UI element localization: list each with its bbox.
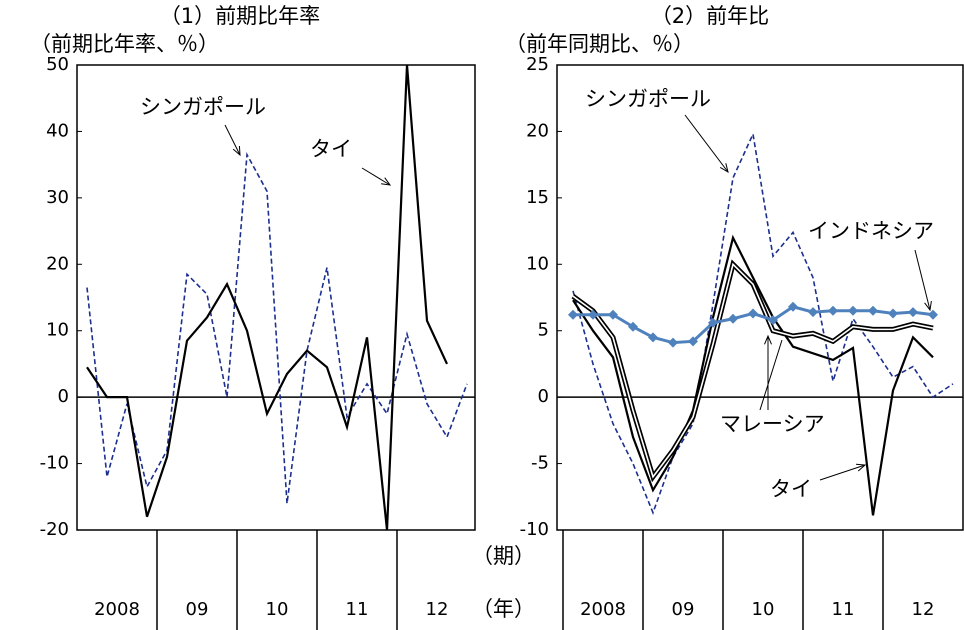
y-tick-label: 20 — [46, 253, 69, 274]
y-tick-label: 50 — [46, 54, 69, 75]
y-tick-label: 20 — [526, 120, 549, 141]
marker — [688, 336, 698, 347]
x-tick-label: 09 — [672, 599, 695, 620]
marker — [888, 308, 898, 319]
y-tick-label: -5 — [531, 453, 549, 474]
chart-title: （2）前年比 — [651, 4, 769, 28]
y-tick-label: 0 — [58, 386, 69, 407]
chart-title: （1）前期比年率 — [160, 4, 320, 28]
annotation-arrow — [361, 167, 391, 186]
x-tick-label: 12 — [426, 599, 449, 620]
marker — [848, 305, 858, 316]
annotation: インドネシア — [808, 219, 934, 243]
arrow-head — [232, 145, 241, 157]
arrow-head — [924, 301, 932, 312]
plot-area — [86, 65, 468, 530]
arrow-head — [719, 163, 729, 174]
y-axis-label: （前期比年率、％） — [30, 32, 219, 56]
marker — [728, 313, 738, 324]
x-tick-label: 2008 — [94, 599, 140, 620]
year-label: （年） — [472, 597, 535, 621]
marker — [828, 305, 838, 316]
marker — [608, 309, 618, 320]
annotation: タイ — [310, 137, 352, 161]
y-tick-label: 25 — [526, 54, 549, 75]
annotation: シンガポール — [585, 87, 711, 111]
y-tick-label: 10 — [526, 253, 549, 274]
marker — [708, 317, 718, 328]
plot-area — [568, 131, 954, 516]
marker — [628, 321, 638, 332]
marker — [808, 307, 818, 318]
marker — [768, 315, 778, 326]
y-tick-label: -10 — [520, 519, 549, 540]
annotation: シンガポール — [140, 95, 266, 119]
marker — [868, 305, 878, 316]
series-line — [572, 234, 934, 516]
annotation: マレーシア — [720, 412, 825, 436]
x-tick-label: 10 — [752, 599, 775, 620]
x-tick-label: 11 — [832, 599, 855, 620]
series-line-inner — [572, 262, 934, 479]
y-axis-label: （前年同期比、％） — [505, 32, 694, 56]
annotation: タイ — [770, 477, 812, 501]
y-tick-label: 10 — [46, 320, 69, 341]
series-line — [571, 259, 934, 483]
marker — [588, 309, 598, 320]
plot-frame — [556, 64, 964, 531]
y-tick-label: 15 — [526, 187, 549, 208]
annotation-arrow — [684, 114, 729, 173]
period-label: （期） — [472, 544, 535, 568]
y-tick-label: 0 — [538, 386, 549, 407]
marker — [928, 309, 938, 320]
x-tick-label: 09 — [186, 599, 209, 620]
y-tick-label: 40 — [46, 120, 69, 141]
y-tick-label: 5 — [538, 320, 549, 341]
arrow-head — [764, 334, 772, 345]
arrow-head — [381, 177, 392, 186]
annotation-arrow — [914, 249, 931, 311]
annotation-arrow — [819, 464, 866, 481]
series-line — [86, 65, 448, 530]
marker — [748, 308, 758, 319]
x-tick-label: 12 — [912, 599, 935, 620]
y-tick-label: -10 — [40, 453, 69, 474]
marker — [908, 307, 918, 318]
y-tick-label: -20 — [40, 519, 69, 540]
annotation-arrow — [224, 124, 241, 156]
arrow-head — [855, 463, 867, 472]
annotation-arrow — [759, 339, 783, 411]
marker — [568, 309, 578, 320]
marker — [788, 301, 798, 312]
x-tick-label: 11 — [346, 599, 369, 620]
x-tick-label: 10 — [266, 599, 289, 620]
series-line — [572, 131, 954, 515]
marker — [648, 332, 658, 343]
x-tick-label: 2008 — [580, 599, 626, 620]
marker — [668, 337, 678, 348]
y-tick-label: 30 — [46, 187, 69, 208]
plot-frame — [76, 64, 476, 531]
series-line — [86, 151, 468, 504]
